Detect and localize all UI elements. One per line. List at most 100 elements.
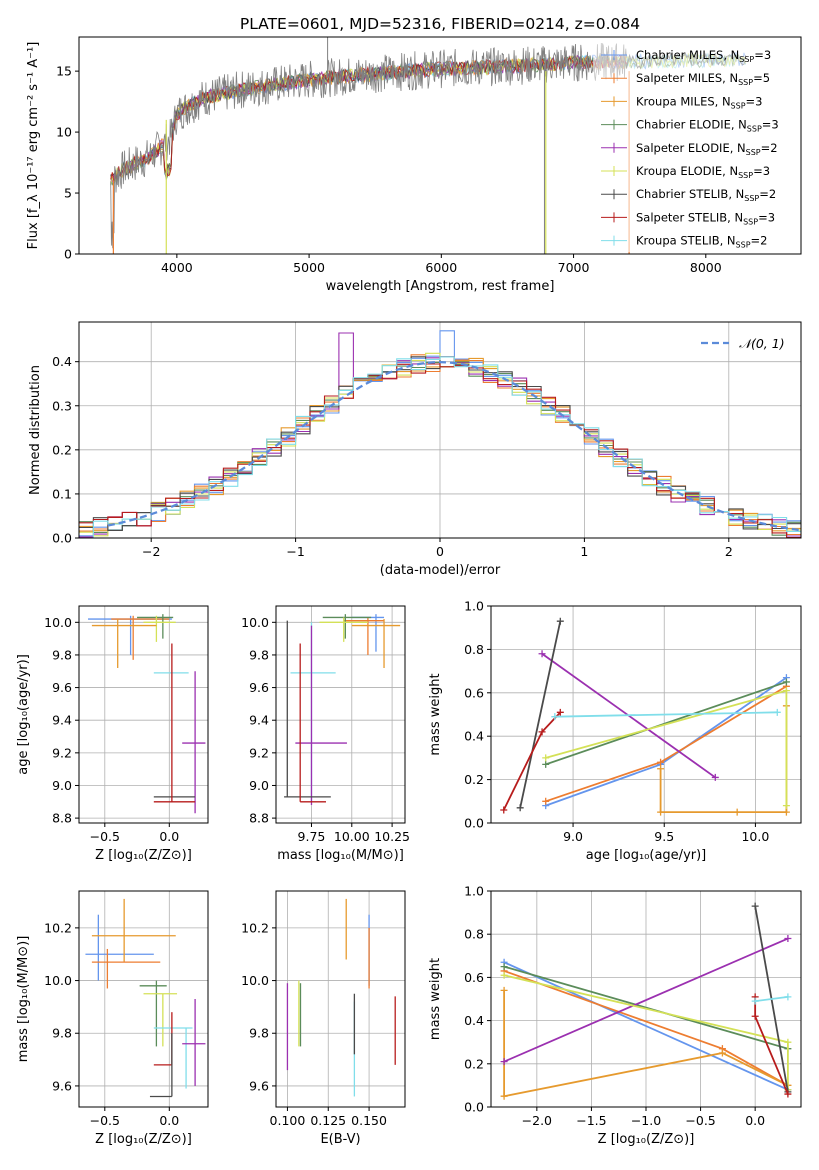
y-tick-label: 9.2 <box>249 745 269 760</box>
x-axis-label: mass [log₁₀(M/M⊙)] <box>277 848 404 863</box>
x-tick-label: 8000 <box>690 260 722 275</box>
legend-label: Kroupa ELODIE, NSSP=3 <box>636 164 770 180</box>
panel-massweight-vs-age: 9.0 9.5 10.0 0.0 0.2 0.4 0.6 0.8 1.0 age [log₁₀(a… <box>428 599 802 863</box>
y-tick-label: 0.4 <box>464 729 484 744</box>
series-marker <box>718 1049 726 1057</box>
panel-mass-vs-Z: −0.5 0.0 9.6 9.8 10.0 10.2 Z [log₁₀(Z/Z⊙)] mass… <box>16 890 209 1147</box>
axes-frame <box>78 890 209 1108</box>
series-marker <box>751 1012 759 1020</box>
series-marker <box>782 808 790 816</box>
series-marker <box>782 687 790 695</box>
y-axis-label: mass weight <box>428 958 443 1040</box>
y-tick-label: 0.4 <box>52 354 72 369</box>
residual-histogram <box>79 356 801 538</box>
x-tick-label: 9.75 <box>298 829 326 844</box>
x-tick-label: 7000 <box>558 260 590 275</box>
y-tick-label: 9.0 <box>52 778 72 793</box>
y-tick-label: 0.1 <box>52 486 72 501</box>
x-axis-label: Z [log₁₀(Z/Z⊙)] <box>95 848 192 863</box>
panel-mass-vs-EBV: 0.100 0.125 0.150 9.6 9.8 10.0 10.2 E(B-V) <box>241 890 406 1147</box>
plot-area <box>286 898 396 1097</box>
y-tick-label: 10.2 <box>241 920 269 935</box>
panel-spectrum: Chabrier MILES, NSSP=3 Salpeter MILES, NS… <box>26 36 802 294</box>
y-tick-label: 10.0 <box>44 973 72 988</box>
x-tick-label: −1 <box>286 544 304 559</box>
y-tick-label: 9.6 <box>52 1078 72 1093</box>
x-axis-label: Z [log₁₀(Z/Z⊙)] <box>95 1132 192 1147</box>
axes-frame <box>275 605 406 824</box>
y-tick-label: 10.0 <box>241 615 269 630</box>
series-line <box>503 961 789 1091</box>
series-line <box>519 621 562 808</box>
y-tick-label: 0.4 <box>464 1013 484 1028</box>
y-tick-label: 0.2 <box>464 1056 484 1071</box>
plot-area <box>88 614 206 814</box>
axes-frame <box>78 36 802 255</box>
y-axis-label: Flux [f_λ 10⁻¹⁷ erg cm⁻² s⁻¹ A⁻¹] <box>26 42 41 250</box>
y-tick-label: 9.8 <box>249 647 269 662</box>
series-marker <box>500 971 508 979</box>
x-tick-label: 9.5 <box>654 829 674 844</box>
y-tick-label: 0.0 <box>464 1100 484 1115</box>
y-tick-label: 0.0 <box>52 531 72 546</box>
y-tick-label: 15 <box>56 64 72 79</box>
plot-area <box>500 617 790 816</box>
y-tick-label: 0.8 <box>464 927 484 942</box>
x-tick-label: 0.0 <box>745 1113 765 1128</box>
y-tick-label: 9.2 <box>52 745 72 760</box>
x-tick-label: −2 <box>142 544 160 559</box>
x-axis-label: E(B-V) <box>320 1132 360 1147</box>
x-tick-label: 10.0 <box>741 829 769 844</box>
panel-residuals: 𝒩(0, 1) −2 −1 0 1 2 0.0 0.1 0.2 0.3 0.4 (data-model… <box>28 321 802 578</box>
y-tick-label: 10.2 <box>44 920 72 935</box>
y-tick-label: 9.8 <box>52 647 72 662</box>
y-axis-label: age [log₁₀(age/yr)] <box>16 654 31 775</box>
y-axis-label: mass [log₁₀(M/M⊙)] <box>16 936 31 1063</box>
y-axis-label: Normed distribution <box>28 365 43 495</box>
y-axis-label: mass weight <box>428 673 443 755</box>
legend-label: Chabrier MILES, NSSP=3 <box>636 48 771 64</box>
legend-label: Salpeter STELIB, NSSP=3 <box>636 210 775 226</box>
series-marker <box>784 1090 792 1098</box>
series-marker <box>500 1092 508 1100</box>
x-tick-label: 9.0 <box>563 829 583 844</box>
x-tick-label: 0.150 <box>351 1113 387 1128</box>
y-tick-label: 10 <box>56 125 72 140</box>
x-tick-label: 0.0 <box>159 1113 179 1128</box>
axes-frame <box>78 605 209 824</box>
x-tick-label: −0.5 <box>90 1113 120 1128</box>
series-marker <box>500 963 508 971</box>
plot-area <box>284 614 401 806</box>
residual-histogram <box>79 363 801 538</box>
plot-area: 𝒩(0, 1) <box>79 330 801 538</box>
y-tick-label: 5 <box>64 186 72 201</box>
x-axis-label: (data-model)/error <box>380 563 501 578</box>
x-tick-label: 10.00 <box>334 829 370 844</box>
series-marker <box>784 1038 792 1046</box>
series-line <box>754 996 789 1095</box>
y-tick-label: 1.0 <box>464 599 484 614</box>
series-line <box>503 937 789 1063</box>
series-line <box>502 711 561 811</box>
series-marker <box>556 617 564 625</box>
x-tick-label: 0.100 <box>270 1113 306 1128</box>
series-marker <box>542 760 550 768</box>
series-marker <box>751 902 759 910</box>
series-marker <box>657 808 665 816</box>
y-tick-label: 0.2 <box>52 442 72 457</box>
y-tick-label: 0.6 <box>464 685 484 700</box>
legend-label: Salpeter MILES, NSSP=5 <box>636 71 770 87</box>
y-tick-label: 9.8 <box>249 1026 269 1041</box>
y-tick-label: 9.6 <box>249 1078 269 1093</box>
legend-label: Chabrier STELIB, NSSP=2 <box>636 187 776 203</box>
panel-age-vs-Z: −0.5 0.0 8.8 9.0 9.2 9.4 9.6 9.8 10.0 Z [log₁₀(Z/… <box>16 605 209 863</box>
x-tick-label: 2 <box>725 544 733 559</box>
series-marker <box>542 797 550 805</box>
y-tick-label: 8.8 <box>52 811 72 826</box>
series-line <box>503 965 789 1050</box>
x-tick-label: −0.5 <box>90 829 120 844</box>
y-tick-label: 9.8 <box>52 1026 72 1041</box>
series-marker <box>711 773 719 781</box>
x-axis-label: wavelength [Angstrom, rest frame] <box>326 279 555 294</box>
y-tick-label: 0 <box>64 247 72 262</box>
